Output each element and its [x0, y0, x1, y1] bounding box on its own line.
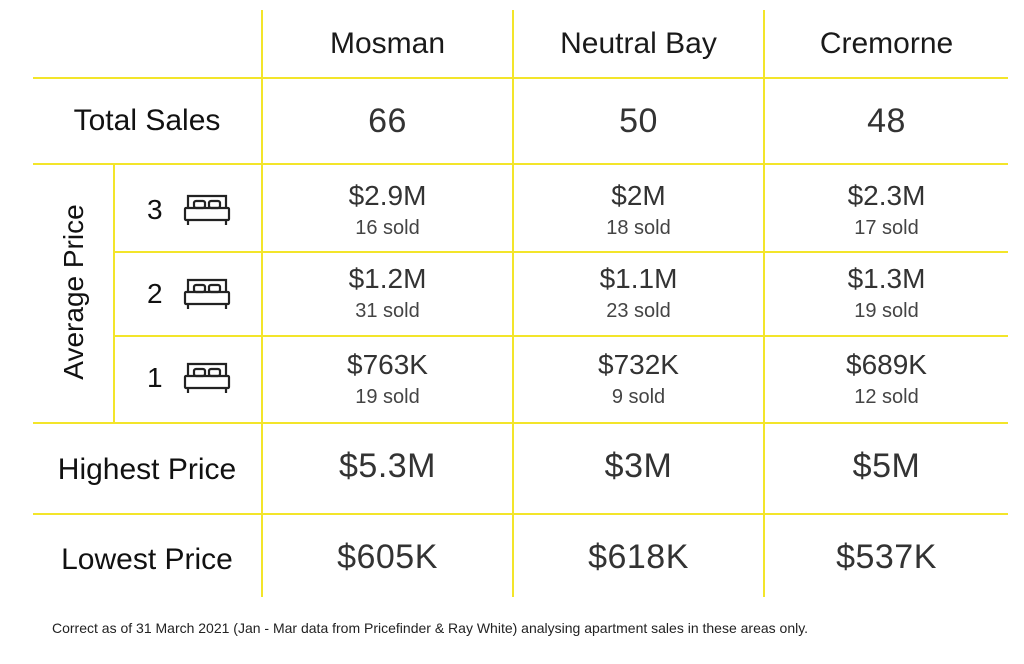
row-label-total-sales: Total Sales — [73, 104, 221, 137]
grid-line — [33, 422, 1008, 424]
lowest-price-neutral-bay: $618K — [588, 537, 689, 576]
column-header-neutral-bay: Neutral Bay — [560, 26, 717, 60]
avg-price-cell: $1.2M 31 sold — [263, 253, 512, 333]
avg-price-cell: $689K 12 sold — [765, 339, 1008, 419]
total-sales-mosman: 66 — [368, 101, 407, 140]
avg-price-value: $2M — [611, 180, 666, 211]
total-sales-cremorne: 48 — [867, 101, 906, 140]
avg-price-value: $2.3M — [847, 180, 926, 211]
grid-line — [512, 10, 514, 597]
bedroom-count-3: 3 — [147, 194, 163, 225]
bed-icon — [183, 194, 231, 225]
grid-line — [113, 163, 115, 422]
sold-count: 19 sold — [854, 300, 919, 322]
avg-price-cell: $763K 19 sold — [263, 339, 512, 419]
lowest-price-mosman: $605K — [337, 537, 438, 576]
grid-line — [33, 163, 1008, 165]
avg-price-cell: $732K 9 sold — [514, 339, 763, 419]
row-label-highest-price: Highest Price — [57, 453, 237, 486]
sold-count: 31 sold — [355, 300, 420, 322]
avg-price-cell: $1.3M 19 sold — [765, 253, 1008, 333]
column-header-mosman: Mosman — [329, 26, 446, 60]
sold-count: 17 sold — [854, 217, 919, 239]
avg-price-value: $2.9M — [348, 180, 427, 211]
row-label-lowest-price: Lowest Price — [61, 543, 233, 576]
highest-price-cremorne: $5M — [852, 446, 921, 485]
avg-price-cell: $2.3M 17 sold — [765, 170, 1008, 250]
sold-count: 16 sold — [355, 217, 420, 239]
avg-price-value: $1.3M — [847, 263, 926, 294]
sold-count: 9 sold — [611, 386, 666, 408]
column-header-cremorne: Cremorne — [819, 26, 954, 60]
bedroom-count-1: 1 — [147, 362, 163, 393]
avg-price-cell: $2M 18 sold — [514, 170, 763, 250]
bedroom-count-2: 2 — [147, 278, 163, 309]
bed-icon — [183, 362, 231, 393]
grid-line — [261, 10, 263, 597]
sold-count: 18 sold — [606, 217, 671, 239]
avg-price-value: $689K — [846, 349, 927, 380]
grid-line — [113, 335, 1008, 337]
grid-line — [33, 77, 1008, 79]
row-label-average-price: Average Price — [58, 204, 89, 380]
grid-line — [113, 251, 1008, 253]
bed-icon — [183, 278, 231, 309]
grid-line — [33, 513, 1008, 515]
avg-price-value: $1.1M — [599, 263, 678, 294]
lowest-price-cremorne: $537K — [836, 537, 937, 576]
sold-count: 19 sold — [355, 386, 420, 408]
footnote: Correct as of 31 March 2021 (Jan - Mar d… — [52, 620, 809, 636]
total-sales-neutral-bay: 50 — [619, 101, 658, 140]
avg-price-value: $732K — [598, 349, 679, 380]
avg-price-cell: $1.1M 23 sold — [514, 253, 763, 333]
sold-count: 12 sold — [854, 386, 919, 408]
avg-price-cell: $2.9M 16 sold — [263, 170, 512, 250]
avg-price-value: $763K — [347, 349, 428, 380]
highest-price-mosman: $5.3M — [339, 446, 436, 485]
grid-line — [763, 10, 765, 597]
highest-price-neutral-bay: $3M — [604, 446, 673, 485]
avg-price-value: $1.2M — [348, 263, 427, 294]
sold-count: 23 sold — [606, 300, 671, 322]
